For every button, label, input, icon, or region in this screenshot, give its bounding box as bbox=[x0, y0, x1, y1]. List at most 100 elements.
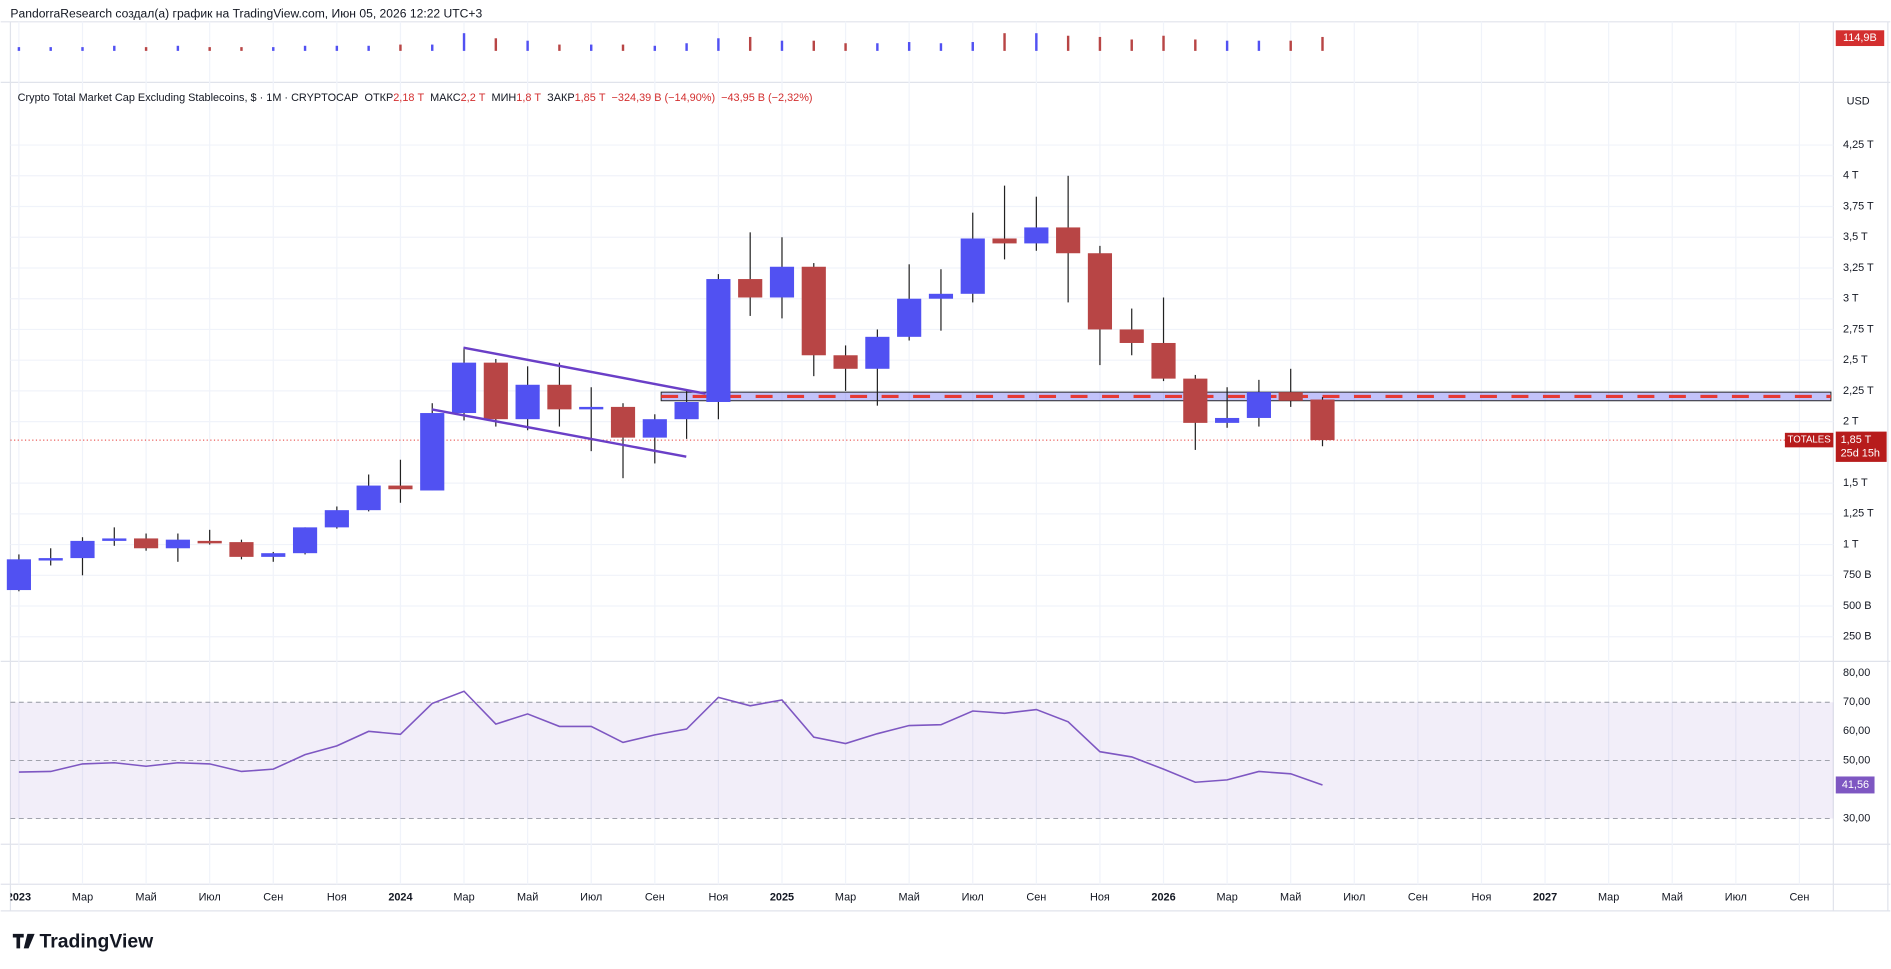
candle-body bbox=[165, 539, 190, 549]
volume-bar bbox=[526, 40, 529, 51]
volume-bar bbox=[907, 42, 911, 51]
x-tick-label: Сен bbox=[1026, 891, 1046, 903]
volume-bar bbox=[113, 45, 116, 51]
candle-body bbox=[579, 406, 604, 410]
x-tick-label: 2024 bbox=[388, 891, 412, 903]
legend-label: МИН bbox=[492, 92, 517, 104]
candle-body bbox=[1246, 392, 1271, 418]
candle-body bbox=[992, 238, 1017, 244]
y-tick-label: 4,25 T bbox=[1843, 139, 1874, 151]
legend-label: ЗАКР bbox=[547, 92, 574, 104]
x-tick-label: Июл bbox=[962, 891, 984, 903]
candle-body bbox=[1215, 417, 1240, 423]
y-tick-label: 3 T bbox=[1843, 293, 1859, 305]
x-tick-label: Май bbox=[898, 891, 919, 903]
rsi-tag-label: 41,56 bbox=[1842, 779, 1869, 791]
candle-body bbox=[70, 540, 95, 559]
trendline bbox=[463, 346, 706, 395]
candle-body bbox=[642, 419, 667, 438]
volume-bar bbox=[876, 43, 879, 51]
y-tick-label: 1,5 T bbox=[1843, 477, 1868, 489]
volume-tag-label: 114,9B bbox=[1843, 32, 1877, 44]
volume-bar bbox=[971, 42, 974, 51]
volume-bar bbox=[81, 47, 84, 51]
candle-body bbox=[960, 238, 985, 294]
volume-bar bbox=[590, 44, 593, 51]
volume-tag bbox=[1835, 30, 1885, 47]
candle-body bbox=[388, 485, 413, 490]
y-tick-label: 500 B bbox=[1843, 600, 1871, 612]
trendline bbox=[431, 408, 687, 458]
candle-body bbox=[102, 538, 127, 541]
volume-bar bbox=[494, 38, 498, 51]
volume-bar bbox=[812, 40, 815, 51]
volume-bar bbox=[462, 33, 466, 51]
volume-bar bbox=[49, 47, 52, 51]
candle-body bbox=[6, 559, 31, 591]
y-tick-label: 60,00 bbox=[1843, 725, 1870, 737]
grid bbox=[10, 21, 1834, 885]
candle-body bbox=[865, 336, 890, 369]
volume-bar bbox=[1194, 39, 1197, 51]
x-tick-label: Май bbox=[517, 891, 538, 903]
volume-bar bbox=[621, 44, 625, 51]
volume-bar bbox=[176, 45, 180, 51]
candle-body bbox=[420, 413, 445, 491]
currency: USD bbox=[1847, 96, 1870, 108]
candle-body bbox=[1024, 227, 1049, 244]
attribution: PandorraResearch создал(а) график на Tra… bbox=[10, 7, 482, 21]
volume-bar bbox=[1098, 36, 1102, 51]
x-tick-label: Сен bbox=[1408, 891, 1428, 903]
x-tick-label: Мар bbox=[1216, 891, 1237, 903]
y-tick-label: 3,5 T bbox=[1843, 231, 1868, 243]
marks bbox=[6, 30, 1887, 820]
x-tick-label: Сен bbox=[263, 891, 283, 903]
zone bbox=[660, 391, 1832, 402]
candle-body bbox=[197, 540, 222, 544]
volume-bar bbox=[844, 43, 847, 51]
candle-body bbox=[833, 355, 858, 369]
volume-bar bbox=[780, 40, 784, 51]
candle-body bbox=[1278, 392, 1303, 401]
x-tick-label: Мар bbox=[1598, 891, 1619, 903]
volume-bar bbox=[939, 43, 943, 51]
legend-value: 1,85 T bbox=[575, 92, 606, 104]
legend-value: 2,18 T bbox=[393, 92, 424, 104]
volume-bar bbox=[144, 47, 148, 51]
volume-bar bbox=[399, 44, 402, 51]
logo: TradingView bbox=[12, 930, 154, 952]
candle-body bbox=[1151, 342, 1176, 379]
x-tick-label: Май bbox=[1662, 891, 1683, 903]
x-tick-label: 2027 bbox=[1533, 891, 1557, 903]
symbol-tag bbox=[1784, 432, 1834, 448]
x-tick-label: Июл bbox=[580, 891, 602, 903]
volume-bar bbox=[558, 44, 561, 51]
y-tick-label: 50,00 bbox=[1843, 754, 1870, 766]
rsi-tag bbox=[1835, 776, 1875, 794]
x-tick-label: 2023 bbox=[7, 891, 31, 903]
candle-body bbox=[928, 293, 954, 299]
volume-bar bbox=[367, 45, 370, 51]
symbol-tag-label: TOTALES bbox=[1788, 435, 1831, 446]
y-tick-label: 1,25 T bbox=[1843, 508, 1874, 520]
candle-body bbox=[515, 384, 540, 420]
candle-body bbox=[451, 362, 477, 414]
volume-bar bbox=[431, 44, 434, 51]
countdown: 25d 15h bbox=[1841, 447, 1880, 459]
price-tag-label: 1,85 T bbox=[1841, 434, 1872, 446]
volume-bar bbox=[1289, 40, 1292, 51]
price-tag bbox=[1835, 431, 1887, 462]
x-tick-label: Май bbox=[1280, 891, 1301, 903]
brand: TradingView bbox=[39, 930, 154, 952]
candle-body bbox=[610, 406, 636, 438]
x-tick-label: Мар bbox=[72, 891, 93, 903]
y-tick-label: 2,25 T bbox=[1843, 385, 1874, 397]
volume-bar bbox=[17, 47, 21, 51]
legend-value: 1,8 T bbox=[516, 92, 541, 104]
legend-value: 2,2 T bbox=[461, 92, 486, 104]
candle-body bbox=[1310, 399, 1335, 441]
x-tick-label: Сен bbox=[1789, 891, 1809, 903]
volume-bar bbox=[208, 47, 211, 51]
